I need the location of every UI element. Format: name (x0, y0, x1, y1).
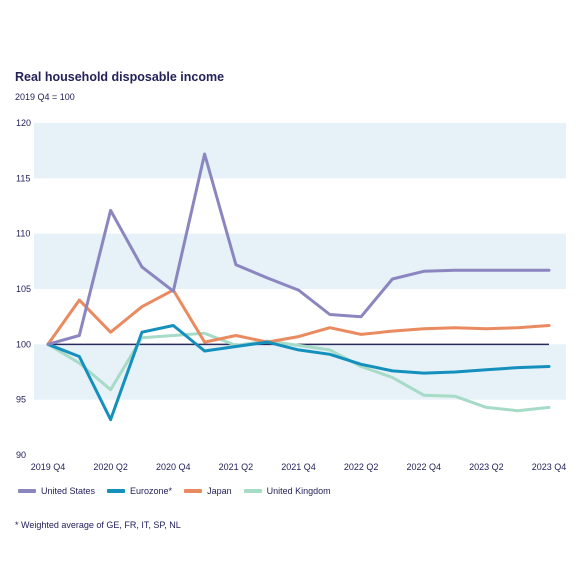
chart-subtitle: 2019 Q4 = 100 (15, 92, 75, 102)
legend-swatch-eurozone (107, 489, 126, 493)
x-tick-label: 2021 Q2 (219, 462, 254, 472)
legend: United States Eurozone* Japan United Kin… (18, 486, 331, 496)
background-bands (34, 123, 566, 400)
y-axis-ticks: 90 95 100 105 110 115 120 (16, 118, 31, 460)
y-tick-label: 90 (16, 450, 26, 460)
y-tick-label: 100 (16, 339, 31, 349)
y-tick-label: 110 (16, 229, 30, 239)
legend-label-united-kingdom: United Kingdom (266, 486, 331, 496)
series-line-united-kingdom (46, 331, 551, 413)
legend-swatch-united-kingdom (243, 489, 262, 493)
legend-label-united-states: United States (41, 486, 96, 496)
x-tick-label: 2023 Q2 (469, 462, 504, 472)
x-tick-label: 2021 Q4 (281, 462, 316, 472)
series-line-eurozone (46, 324, 551, 422)
chart-title: Real household disposable income (15, 70, 225, 84)
legend-label-japan: Japan (207, 486, 232, 496)
x-tick-label: 2022 Q4 (406, 462, 441, 472)
x-tick-label: 2022 Q2 (344, 462, 379, 472)
series-lines (46, 152, 551, 422)
legend-item-united-kingdom: United Kingdom (243, 486, 331, 496)
legend-label-eurozone: Eurozone* (130, 486, 173, 496)
background-band (34, 344, 566, 400)
legend-swatch-united-states (18, 489, 36, 493)
y-tick-label: 115 (16, 173, 30, 183)
background-band (34, 123, 566, 179)
legend-item-united-states: United States (18, 486, 95, 496)
x-tick-label: 2020 Q4 (156, 462, 191, 472)
legend-item-eurozone: Eurozone* (107, 486, 172, 496)
legend-item-japan: Japan (184, 486, 232, 496)
legend-swatch-japan (184, 489, 203, 493)
footnote: * Weighted average of GE, FR, IT, SP, NL (15, 520, 181, 530)
y-tick-label: 95 (16, 395, 26, 405)
x-tick-label: 2019 Q4 (31, 462, 66, 472)
x-axis-ticks: 2019 Q4 2020 Q2 2020 Q4 2021 Q2 2021 Q4 2022 … (31, 462, 567, 472)
series-line-united-states (46, 152, 551, 346)
x-tick-label: 2023 Q4 (532, 462, 567, 472)
series-line-japan (46, 288, 551, 346)
x-tick-label: 2020 Q2 (93, 462, 128, 472)
background-band (34, 233, 566, 289)
y-tick-label: 120 (16, 118, 31, 128)
y-tick-label: 105 (16, 284, 31, 294)
